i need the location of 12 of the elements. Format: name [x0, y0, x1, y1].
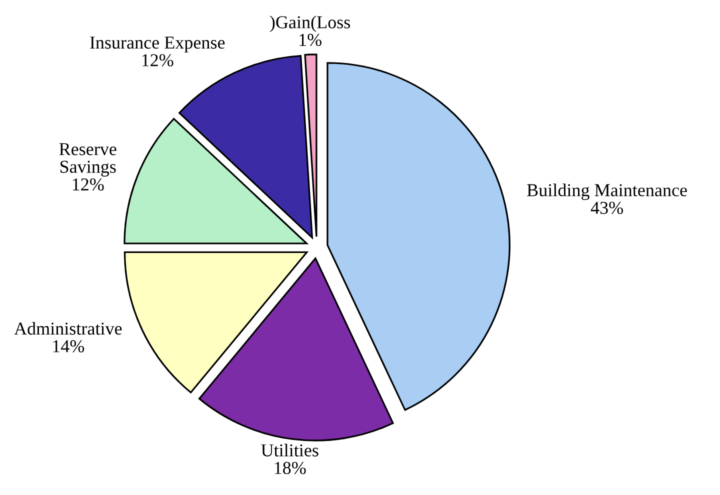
slice-label: Insurance Expense: [90, 36, 225, 52]
slice-label: Building Maintenance: [527, 184, 687, 200]
slice-label: )Gain(Loss: [270, 16, 350, 32]
data-label: 43%: [590, 202, 623, 214]
slice-label: Administrative: [14, 322, 122, 335]
data-label: 18%: [274, 462, 306, 474]
slice-label: Utilities: [261, 444, 318, 456]
data-label: 14%: [53, 340, 84, 352]
data-label: 12%: [142, 54, 174, 66]
data-label: 12%: [72, 178, 104, 191]
data-label: 1%: [300, 34, 322, 46]
slice-label: Reserve Savings: [59, 143, 116, 177]
